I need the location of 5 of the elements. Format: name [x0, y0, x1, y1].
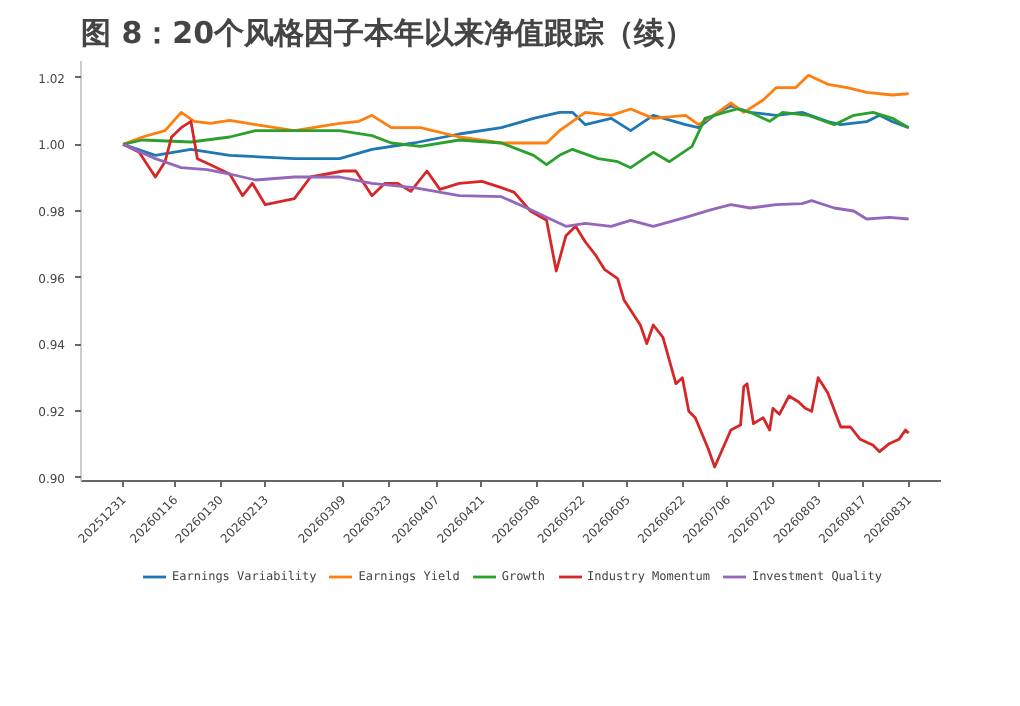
line-series [121, 142, 911, 228]
line-series [121, 73, 911, 146]
line-series [121, 107, 911, 170]
chart-title: 图 8：20个风格因子本年以来净值跟踪（续） [81, 15, 695, 51]
line-series [121, 119, 911, 469]
